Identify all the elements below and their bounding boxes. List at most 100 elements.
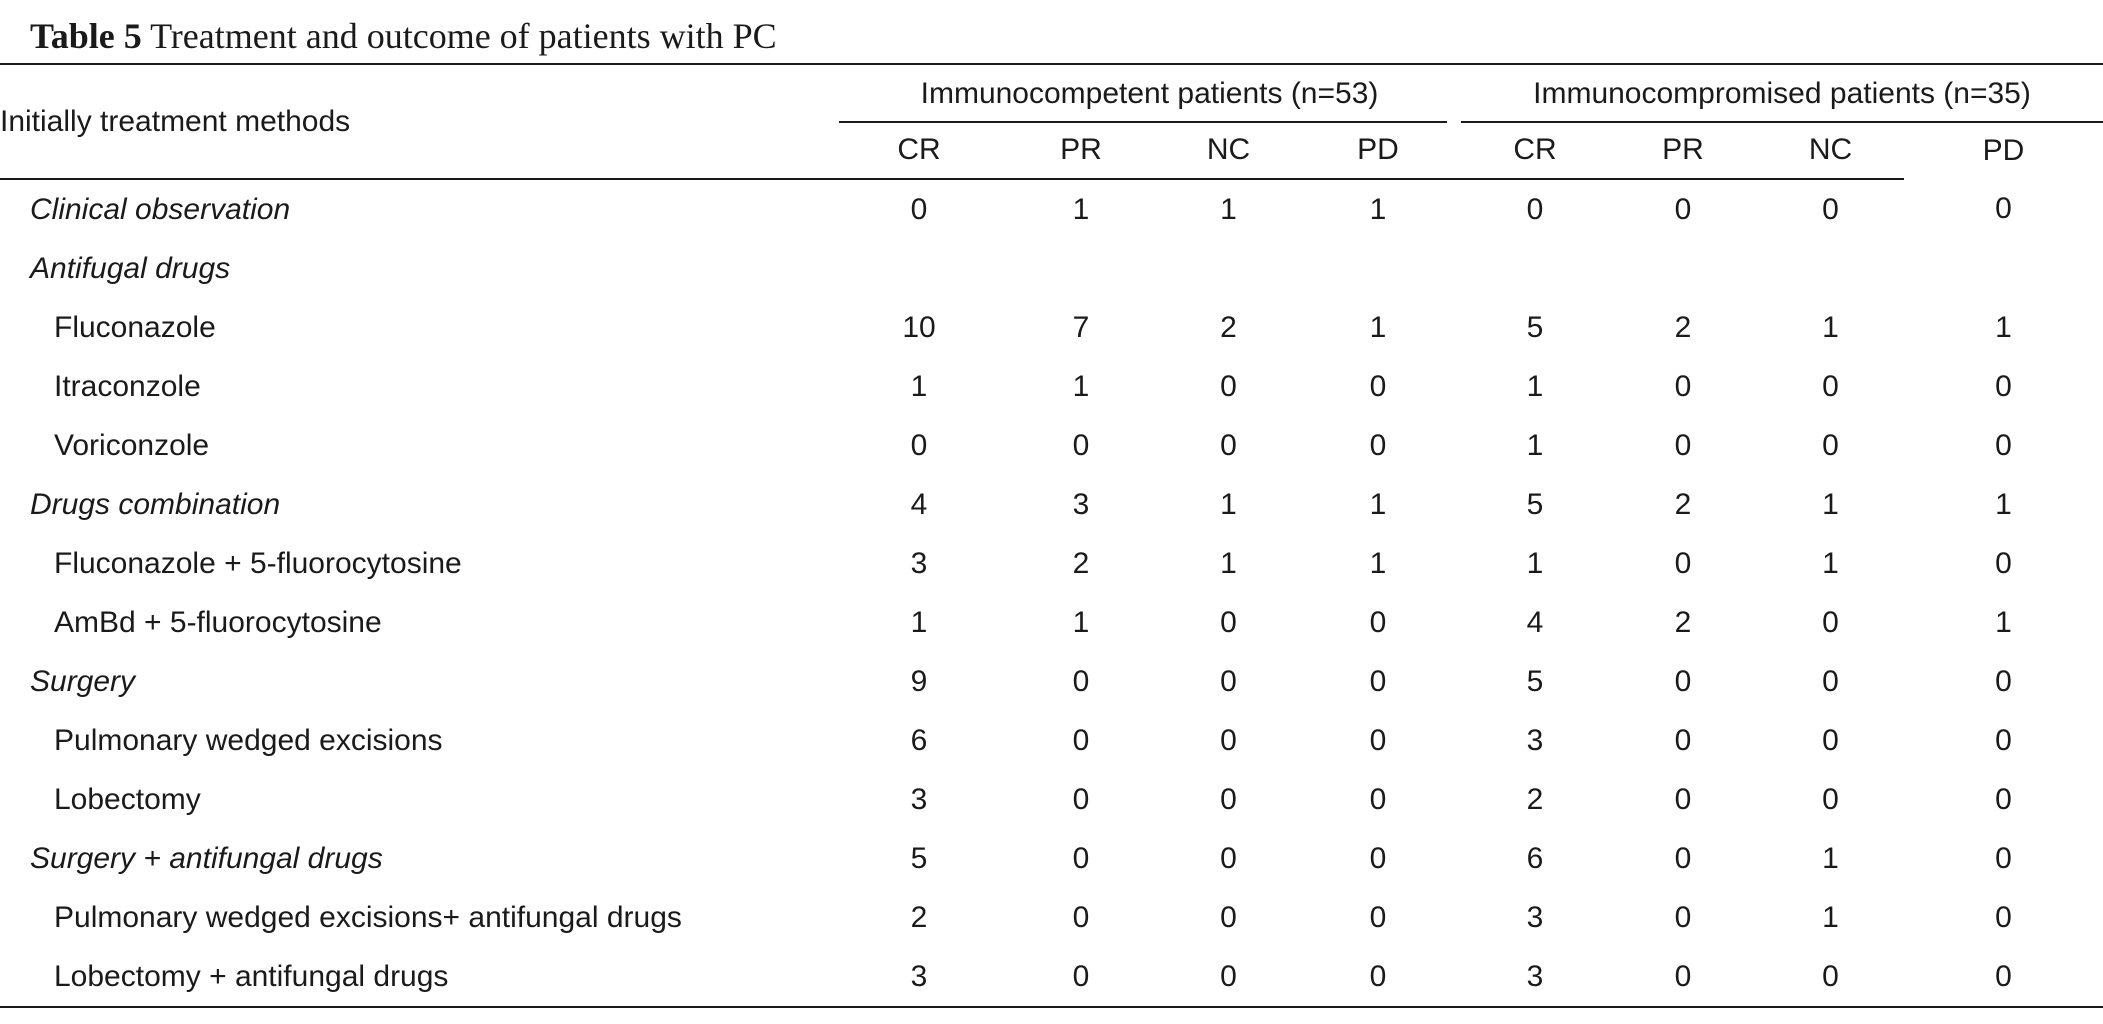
- cell: 1: [1220, 546, 1237, 580]
- row-label: Surgery + antifungal drugs: [30, 841, 383, 875]
- cell: 1: [1220, 487, 1237, 521]
- cell: 0: [1822, 369, 1839, 403]
- cell: 2: [1526, 782, 1544, 816]
- row-label: AmBd + 5-fluorocytosine: [54, 605, 382, 639]
- cell: 0: [1369, 723, 1387, 757]
- cell: 0: [1072, 782, 1090, 816]
- column-header: PR: [1000, 122, 1162, 180]
- cell: 0: [1995, 428, 2012, 462]
- table-row: Lobectomy 3 0 0 0 2 0 0 0: [0, 770, 2103, 829]
- group-header-immunocompromised: Immunocompromised patients (n=35): [1461, 65, 2103, 123]
- cell: 1: [910, 369, 928, 403]
- cell: 1: [1220, 192, 1237, 226]
- cell: 3: [910, 546, 928, 580]
- table-row: Itraconzole 1 1 0 0 1 0 0 0: [0, 357, 2103, 416]
- cell: 0: [1369, 369, 1387, 403]
- cell: 4: [1526, 605, 1544, 639]
- row-label: Lobectomy: [54, 782, 201, 816]
- cell: 4: [910, 487, 928, 521]
- group-header-immunocompetent: Immunocompetent patients (n=53): [838, 65, 1461, 123]
- cell: 0: [1822, 428, 1839, 462]
- cell: 0: [1072, 664, 1090, 698]
- row-label: Clinical observation: [30, 192, 291, 226]
- column-header: PR: [1609, 122, 1757, 180]
- cell: 1: [1822, 487, 1839, 521]
- cell: 0: [1904, 947, 2103, 1008]
- cell: 2: [1674, 310, 1692, 344]
- table-row: Fluconazole 10 7 2 1 5 2 1 1: [0, 298, 2103, 357]
- cell: 1: [1072, 369, 1090, 403]
- cell: [1162, 239, 1295, 298]
- table-row: Pulmonary wedged excisions+ antifungal d…: [0, 888, 2103, 947]
- cell: 3: [838, 947, 1000, 1008]
- cell: 1: [1526, 369, 1544, 403]
- column-header: NC: [1757, 122, 1904, 180]
- cell: 0: [1674, 192, 1692, 226]
- row-label: Antifugal drugs: [30, 251, 231, 285]
- cell: 0: [1674, 369, 1692, 403]
- cell: 2: [1220, 310, 1237, 344]
- cell: 0: [1674, 900, 1692, 934]
- cell: 0: [1220, 782, 1237, 816]
- cell: 0: [1072, 841, 1090, 875]
- cell: 0: [1822, 192, 1839, 226]
- cell: [1609, 239, 1757, 298]
- table-row: Pulmonary wedged excisions 6 0 0 0 3 0 0…: [0, 711, 2103, 770]
- cell: 0: [1995, 369, 2012, 403]
- cell: 1: [1369, 487, 1387, 521]
- cell: 0: [910, 428, 928, 462]
- cell: 0: [1995, 723, 2012, 757]
- cell: 0: [1369, 900, 1387, 934]
- column-header: NC: [1162, 122, 1295, 180]
- table-row: Drugs combination 4 3 1 1 5 2 1 1: [0, 475, 2103, 534]
- cell: 0: [1822, 664, 1839, 698]
- row-label: Lobectomy + antifungal drugs: [0, 947, 838, 1008]
- cell: 0: [1822, 605, 1839, 639]
- row-label: Surgery: [30, 664, 136, 698]
- cell: 0: [1995, 546, 2012, 580]
- column-header: PD: [1982, 133, 2025, 167]
- cell: 9: [910, 664, 928, 698]
- table-caption: Table 5 Treatment and outcome of patient…: [30, 10, 777, 62]
- cell: 0: [1220, 723, 1237, 757]
- table-row: Clinical observation 0 1 1 1 0 0 0 0: [0, 179, 2103, 239]
- table-row: Voriconzole 0 0 0 0 1 0 0 0: [0, 416, 2103, 475]
- table-number: Table 5: [30, 16, 142, 56]
- cell: 0: [1220, 605, 1237, 639]
- column-header: CR: [1461, 122, 1609, 180]
- cell: 0: [1526, 192, 1544, 226]
- cell: [1461, 239, 1609, 298]
- row-label: Itraconzole: [54, 369, 201, 403]
- cell: 0: [1995, 900, 2012, 934]
- cell: 0: [910, 192, 928, 226]
- cell: 2: [910, 900, 928, 934]
- cell: 1: [1072, 605, 1090, 639]
- cell: 5: [1526, 310, 1544, 344]
- cell: 0: [1220, 900, 1237, 934]
- row-label: Drugs combination: [30, 487, 281, 521]
- cell: 6: [910, 723, 928, 757]
- cell: 2: [1674, 487, 1692, 521]
- cell: 1: [1526, 428, 1544, 462]
- table-title: Treatment and outcome of patients with P…: [150, 16, 777, 56]
- cell: 0: [1369, 428, 1387, 462]
- cell: 0: [1609, 947, 1757, 1008]
- cell: 0: [1000, 947, 1162, 1008]
- cell: 0: [1369, 841, 1387, 875]
- cell: 0: [1072, 428, 1090, 462]
- cell: 10: [902, 310, 936, 344]
- cell: 0: [1995, 664, 2012, 698]
- cell: 0: [1295, 947, 1461, 1008]
- cell: 0: [1220, 428, 1237, 462]
- cell: 0: [1674, 723, 1692, 757]
- column-header: PD: [1295, 122, 1461, 180]
- cell: 0: [1220, 369, 1237, 403]
- cell: 0: [1220, 841, 1237, 875]
- cell: 0: [1369, 605, 1387, 639]
- cell: 0: [1674, 428, 1692, 462]
- table-row: Surgery + antifungal drugs 5 0 0 0 6 0 1…: [0, 829, 2103, 888]
- cell: 6: [1526, 841, 1544, 875]
- cell: 3: [1461, 947, 1609, 1008]
- cell: 1: [1822, 310, 1839, 344]
- cell: [1904, 239, 2103, 298]
